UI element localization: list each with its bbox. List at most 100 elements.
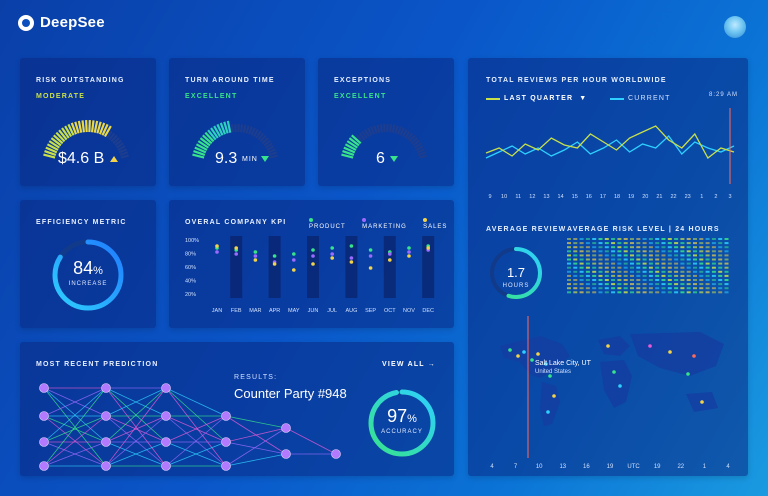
risk-card[interactable]: RISK OUTSTANDING MODERATE $4.6 B — [20, 58, 156, 186]
gauge-tick — [388, 124, 393, 133]
turnaround-card[interactable]: TURN AROUND TIME EXCELLENT 9.3 MIN — [169, 58, 305, 186]
gauge-tick — [417, 151, 427, 156]
risk-cell — [573, 274, 578, 277]
risk-cell — [623, 262, 628, 265]
risk-title: RISK OUTSTANDING — [36, 77, 125, 84]
gauge-tick — [44, 149, 57, 156]
risk-cell — [686, 291, 691, 294]
kpi-column — [422, 236, 435, 298]
kpi-card[interactable]: OVERAL COMPANY KPI PRODUCT MARKETING SAL… — [169, 200, 454, 328]
brand-logo[interactable]: DeepSee — [18, 14, 105, 31]
efficiency-card[interactable]: EFFICIENCY METRIC 84% INCREASE — [20, 200, 156, 328]
risk-cell — [630, 258, 634, 261]
risk-cell — [667, 238, 672, 240]
risk-cell — [674, 238, 679, 240]
hour-label: 23 — [685, 194, 691, 200]
network-node — [281, 449, 291, 459]
risk-cell — [648, 283, 653, 286]
reviews-title: TOTAL REVIEWS PER HOUR WORLDWIDE — [486, 77, 667, 84]
month-label: NOV — [403, 308, 415, 314]
risk-cell — [630, 262, 634, 265]
network-edge — [105, 387, 167, 417]
gauge-tick — [267, 148, 276, 154]
gauge-tick — [367, 127, 373, 136]
map-point — [618, 384, 622, 388]
risk-cell — [642, 262, 647, 265]
risk-gauge — [43, 119, 129, 159]
risk-cell — [567, 258, 571, 261]
tab-last-quarter[interactable]: LAST QUARTER ▼ — [486, 95, 586, 102]
gauge-tick — [257, 132, 265, 141]
tab-current[interactable]: CURRENT — [610, 95, 671, 102]
gauge-tick — [64, 125, 73, 138]
risk-cell — [642, 287, 647, 290]
risk-cell — [705, 287, 710, 290]
risk-cell — [680, 250, 685, 253]
risk-cell — [604, 270, 609, 273]
risk-cell — [705, 266, 710, 269]
risk-cell — [655, 274, 660, 277]
risk-cell — [699, 283, 704, 286]
risk-cell — [598, 238, 603, 240]
view-all-link[interactable]: VIEW ALL → — [382, 361, 436, 368]
risk-cell — [667, 254, 672, 257]
kpi-point — [330, 246, 334, 250]
prediction-card[interactable]: MOST RECENT PREDICTION VIEW ALL → RESULT… — [20, 342, 454, 476]
kpi-point — [407, 246, 411, 250]
risk-cell — [567, 246, 571, 249]
risk-cell — [636, 238, 641, 240]
risk-cell — [661, 258, 666, 261]
risk-cell — [617, 258, 622, 261]
gauge-tick — [55, 131, 66, 143]
hour-label: 22 — [670, 194, 676, 200]
gauge-tick — [396, 126, 402, 135]
gauge-tick — [391, 124, 396, 133]
risk-cell — [617, 262, 622, 265]
user-avatar[interactable] — [724, 16, 746, 38]
average-review-ring — [490, 247, 542, 299]
network-node — [281, 423, 291, 433]
risk-cell — [579, 258, 584, 261]
network-edge — [225, 453, 287, 467]
turnaround-status: EXCELLENT — [185, 93, 238, 100]
reviews-card[interactable]: TOTAL REVIEWS PER HOUR WORLDWIDE LAST QU… — [468, 58, 748, 476]
gauge-tick — [101, 123, 109, 136]
risk-cell — [705, 274, 710, 277]
exceptions-card[interactable]: EXCEPTIONS EXCELLENT 6 — [318, 58, 454, 186]
month-label: OCT — [384, 308, 396, 314]
risk-cell — [674, 246, 679, 249]
map-point — [536, 352, 540, 356]
risk-cell — [699, 254, 704, 257]
risk-cell — [611, 246, 616, 249]
risk-cell — [573, 262, 578, 265]
gauge-tick — [416, 148, 425, 154]
risk-cell — [711, 266, 716, 269]
exceptions-value: 6 — [376, 150, 385, 167]
hour-label: 10 — [501, 194, 507, 200]
risk-cell — [724, 262, 729, 265]
gauge-tick — [226, 120, 232, 133]
month-label: DEC — [422, 308, 434, 314]
risk-cell — [636, 283, 641, 286]
risk-cell — [579, 242, 584, 245]
risk-cell — [611, 274, 616, 277]
risk-cell — [617, 250, 622, 253]
gauge-tick — [110, 134, 118, 143]
risk-cell — [623, 254, 628, 257]
risk-cell — [711, 279, 716, 281]
gauge-tick — [96, 121, 102, 134]
network-edge — [43, 387, 107, 467]
risk-cell — [604, 258, 609, 261]
risk-cell — [598, 270, 603, 273]
risk-cell — [604, 250, 609, 253]
risk-cell — [604, 283, 609, 286]
month-label: JUN — [308, 308, 319, 314]
network-edge — [225, 427, 287, 443]
legend-dot — [309, 218, 313, 222]
kpi-point — [407, 250, 411, 254]
kpi-column — [345, 236, 358, 298]
risk-cell — [630, 242, 634, 245]
risk-cell — [674, 274, 679, 277]
kpi-column — [230, 236, 243, 298]
network-edge — [285, 427, 337, 455]
